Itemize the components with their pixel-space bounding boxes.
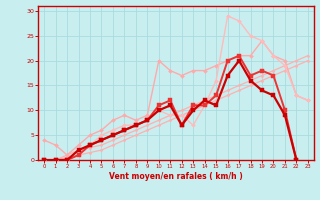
X-axis label: Vent moyen/en rafales ( km/h ): Vent moyen/en rafales ( km/h ) [109, 172, 243, 181]
